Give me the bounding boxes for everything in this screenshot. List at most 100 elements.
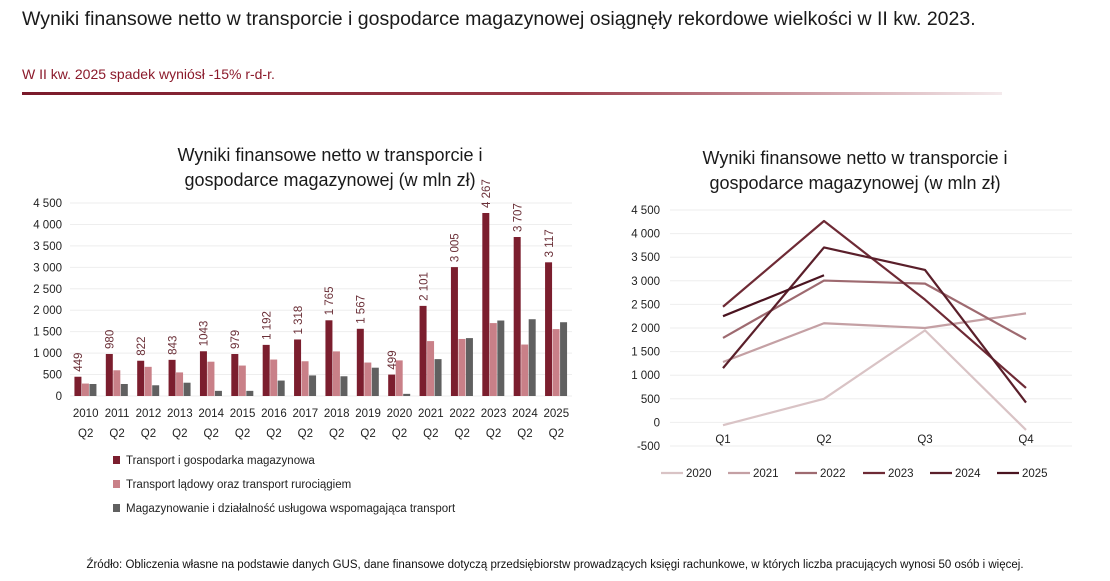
- bar-0: [199, 351, 207, 396]
- x-tick-label: 2014: [198, 408, 224, 420]
- chart-title: gospodarce magazynowej (w mln zł): [709, 173, 1000, 193]
- x-tick-label: 2012: [136, 408, 162, 420]
- x-tick-label: 2016: [261, 408, 287, 420]
- x-tick-label: 2010: [73, 408, 99, 420]
- legend-swatch: [113, 480, 120, 488]
- legend-label: 2025: [1022, 468, 1048, 480]
- x-tick-label: Q2: [141, 428, 156, 440]
- bar-0: [325, 320, 333, 396]
- y-tick-label: 3 500: [33, 241, 62, 253]
- x-tick-label: Q2: [517, 428, 532, 440]
- x-tick-label: 2024: [512, 408, 538, 420]
- data-label: 980: [105, 330, 117, 349]
- x-tick-label: Q2: [298, 428, 313, 440]
- bar-0: [74, 376, 82, 396]
- bar-1: [144, 366, 152, 396]
- legend-label: 2021: [753, 468, 779, 480]
- y-tick-label: 1 000: [33, 348, 62, 360]
- bar-0: [545, 262, 553, 396]
- data-label: 3 005: [450, 233, 462, 262]
- x-tick-label: 2019: [355, 408, 381, 420]
- legend-swatch: [113, 504, 120, 512]
- y-tick-label: 2 000: [33, 305, 62, 317]
- page-subtitle: W II kw. 2025 spadek wyniósł -15% r-d-r.: [22, 66, 275, 82]
- x-tick-label: Q2: [78, 428, 93, 440]
- y-tick-label: 4 500: [631, 205, 660, 217]
- data-label: 1 318: [293, 306, 305, 335]
- y-tick-label: 0: [56, 391, 62, 403]
- bar-2: [183, 382, 191, 396]
- legend-label: 2023: [888, 468, 914, 480]
- line-chart: Wyniki finansowe netto w transporcie i go…: [631, 148, 1072, 480]
- bar-2: [465, 338, 473, 396]
- series-line-2020: [722, 329, 1027, 431]
- x-tick-label: 2015: [230, 408, 256, 420]
- bar-2: [560, 322, 568, 396]
- y-tick-label: 500: [43, 370, 62, 382]
- x-tick-label: Q2: [816, 434, 831, 446]
- bar-1: [238, 365, 246, 396]
- legend-label: Transport lądowy oraz transport rurociąg…: [126, 479, 351, 491]
- y-tick-label: 0: [654, 417, 660, 429]
- y-tick-label: 2 500: [631, 299, 660, 311]
- bar-1: [332, 351, 340, 396]
- x-tick-label: Q2: [266, 428, 281, 440]
- bar-0: [262, 344, 270, 396]
- bar-0: [450, 267, 458, 396]
- y-tick-label: 1 000: [631, 370, 660, 382]
- x-tick-label: Q2: [486, 428, 501, 440]
- bar-1: [458, 338, 466, 396]
- legend-label: Transport i gospodarka magazynowa: [126, 455, 315, 467]
- x-tick-label: Q2: [172, 428, 187, 440]
- series-line-2023: [722, 219, 1027, 389]
- bar-1: [81, 383, 89, 396]
- bar-0: [356, 328, 364, 396]
- bar-1: [176, 372, 184, 396]
- x-tick-label: Q2: [109, 428, 124, 440]
- bar-1: [270, 359, 278, 396]
- y-tick-label: 4 000: [631, 229, 660, 241]
- series-line-2021: [722, 312, 1027, 364]
- data-label: 3 707: [512, 203, 524, 232]
- bar-1: [395, 360, 403, 396]
- data-label: 979: [230, 330, 242, 349]
- data-label: 2 101: [418, 272, 430, 301]
- bar-0: [513, 237, 521, 396]
- data-label: 1 192: [261, 311, 273, 340]
- x-tick-label: Q2: [392, 428, 407, 440]
- bar-1: [489, 323, 497, 396]
- y-tick-label: 4 500: [33, 198, 62, 210]
- x-tick-label: Q2: [204, 428, 219, 440]
- x-tick-label: 2023: [481, 408, 507, 420]
- bar-2: [340, 376, 348, 396]
- source-note: Źródło: Obliczenia własne na podstawie d…: [86, 559, 1024, 571]
- bar-0: [294, 339, 302, 396]
- bar-0: [105, 353, 113, 396]
- legend-label: 2020: [686, 468, 712, 480]
- y-tick-label: 1 500: [33, 327, 62, 339]
- bar-2: [214, 390, 222, 396]
- y-tick-label: 3 500: [631, 252, 660, 264]
- legend-label: 2022: [820, 468, 846, 480]
- x-tick-label: Q1: [715, 434, 730, 446]
- bar-0: [231, 354, 239, 396]
- data-label: 1 765: [324, 287, 336, 316]
- legend-swatch: [113, 456, 120, 464]
- series-line-2022: [722, 279, 1027, 341]
- bar-2: [403, 393, 411, 396]
- data-label: 1 567: [356, 295, 368, 324]
- y-tick-label: 3 000: [33, 262, 62, 274]
- legend-label: 2024: [955, 468, 981, 480]
- bar-1: [521, 344, 529, 396]
- x-tick-label: Q2: [423, 428, 438, 440]
- data-label: 3 117: [544, 229, 556, 257]
- x-tick-label: 2021: [418, 408, 444, 420]
- x-tick-label: 2020: [387, 408, 413, 420]
- x-tick-label: 2013: [167, 408, 193, 420]
- data-label: 822: [136, 337, 148, 356]
- y-tick-label: 2 000: [631, 323, 660, 335]
- x-tick-label: 2022: [449, 408, 475, 420]
- header-divider: [22, 92, 1002, 95]
- bar-0: [482, 212, 490, 396]
- bar-chart: Wyniki finansowe netto w transporcie i go…: [33, 145, 572, 515]
